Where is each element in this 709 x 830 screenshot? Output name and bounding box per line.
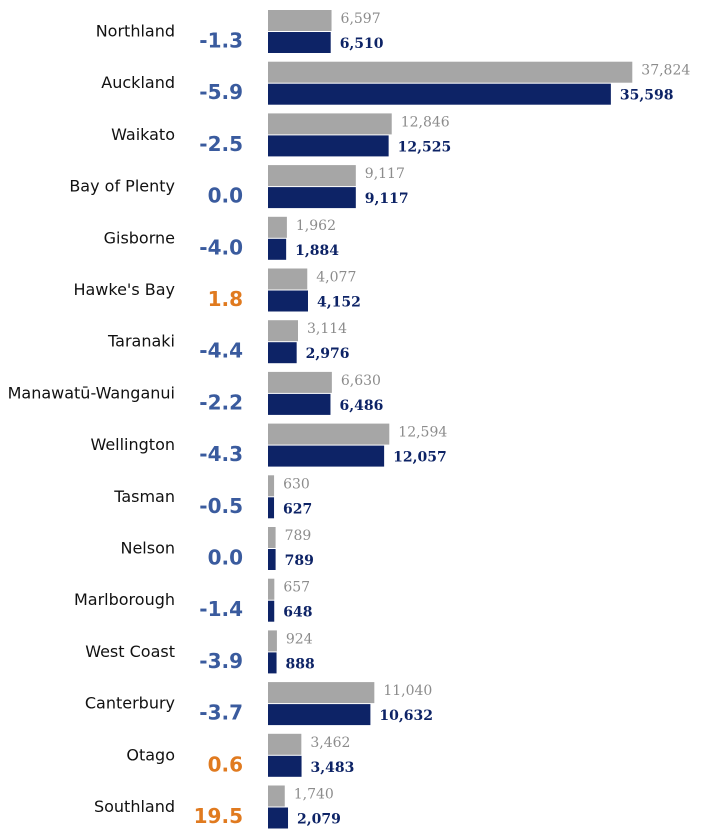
change-label: -5.9 (199, 80, 243, 104)
change-label: -4.4 (199, 339, 243, 363)
bar (268, 113, 392, 135)
category-label: Waikato (111, 125, 175, 144)
value-label: 35,598 (620, 88, 674, 104)
change-label: -4.3 (199, 442, 243, 466)
value-label: 6,630 (341, 373, 381, 389)
bar (268, 32, 331, 53)
bar (268, 652, 277, 674)
value-label: 12,594 (398, 425, 447, 441)
change-label: 1.8 (208, 287, 243, 311)
bar (268, 785, 285, 807)
category-label: Southland (94, 797, 175, 816)
bar (268, 682, 375, 704)
category-label: West Coast (85, 642, 175, 661)
value-label: 37,824 (641, 63, 690, 79)
bar (268, 320, 298, 342)
bar (268, 807, 289, 829)
bar (268, 371, 332, 393)
value-label: 2,079 (297, 812, 341, 828)
value-label: 657 (283, 580, 310, 596)
bar (268, 61, 633, 83)
change-label: -3.9 (199, 649, 243, 673)
bar (268, 578, 275, 600)
change-label: -4.0 (199, 235, 243, 259)
bar (268, 216, 287, 238)
value-label: 9,117 (365, 166, 405, 182)
value-label: 1,884 (295, 243, 339, 259)
bar (268, 393, 331, 415)
change-label: 0.0 (208, 546, 243, 570)
bar (268, 135, 389, 157)
value-label: 6,486 (339, 398, 383, 414)
bar (268, 755, 302, 777)
category-label: Bay of Plenty (69, 177, 175, 196)
value-label: 10,632 (379, 708, 433, 724)
value-label: 3,483 (311, 760, 355, 776)
value-label: 6,510 (340, 36, 384, 52)
change-label: 0.6 (208, 752, 243, 776)
category-label: Manawatū-Wanganui (8, 383, 175, 402)
value-label: 2,976 (306, 346, 350, 362)
change-label: -1.4 (199, 597, 243, 621)
bar (268, 527, 276, 548)
bar (268, 83, 611, 105)
value-label: 9,117 (365, 191, 409, 207)
value-label: 12,846 (401, 114, 450, 130)
change-label: -2.5 (199, 132, 243, 156)
bar (268, 268, 308, 290)
bar (268, 238, 287, 260)
value-label: 11,040 (383, 683, 432, 699)
category-label: Taranaki (107, 332, 175, 351)
bar (268, 475, 275, 497)
value-label: 1,962 (296, 218, 336, 234)
category-label: Nelson (120, 539, 175, 558)
category-label: Marlborough (74, 590, 175, 609)
value-label: 12,525 (398, 139, 452, 155)
bar (268, 549, 276, 570)
value-label: 648 (283, 605, 312, 621)
value-label: 1,740 (294, 787, 334, 803)
bar (268, 497, 275, 519)
bar (268, 630, 277, 652)
change-label: -2.2 (199, 390, 243, 414)
category-label: Wellington (90, 435, 175, 454)
bar (268, 600, 275, 622)
value-label: 3,462 (310, 735, 350, 751)
change-label: -0.5 (199, 494, 243, 518)
value-label: 789 (285, 528, 312, 544)
bar (268, 187, 356, 209)
bar (268, 165, 356, 187)
value-label: 924 (286, 631, 313, 647)
value-label: 6,597 (341, 11, 381, 27)
value-label: 3,114 (307, 321, 347, 337)
category-label: Hawke's Bay (73, 280, 175, 299)
value-label: 630 (283, 476, 310, 492)
value-label: 789 (285, 553, 314, 569)
bar (268, 704, 371, 726)
category-label: Tasman (113, 487, 175, 506)
category-label: Northland (96, 22, 175, 41)
change-label: -1.3 (199, 29, 243, 53)
bar (268, 423, 390, 445)
change-label: 0.0 (208, 184, 243, 208)
bar (268, 342, 297, 364)
value-label: 627 (283, 501, 312, 517)
category-label: Canterbury (85, 694, 175, 713)
change-label: 19.5 (194, 804, 243, 828)
category-label: Gisborne (104, 228, 175, 247)
bar (268, 445, 385, 467)
bar (268, 10, 332, 31)
value-label: 12,057 (393, 450, 447, 466)
value-label: 4,152 (317, 295, 361, 311)
bar (268, 733, 302, 755)
value-label: 4,077 (316, 270, 356, 286)
category-label: Otago (126, 745, 175, 764)
bar (268, 290, 308, 312)
change-label: -3.7 (199, 701, 243, 725)
value-label: 888 (286, 656, 315, 672)
category-label: Auckland (101, 73, 175, 92)
